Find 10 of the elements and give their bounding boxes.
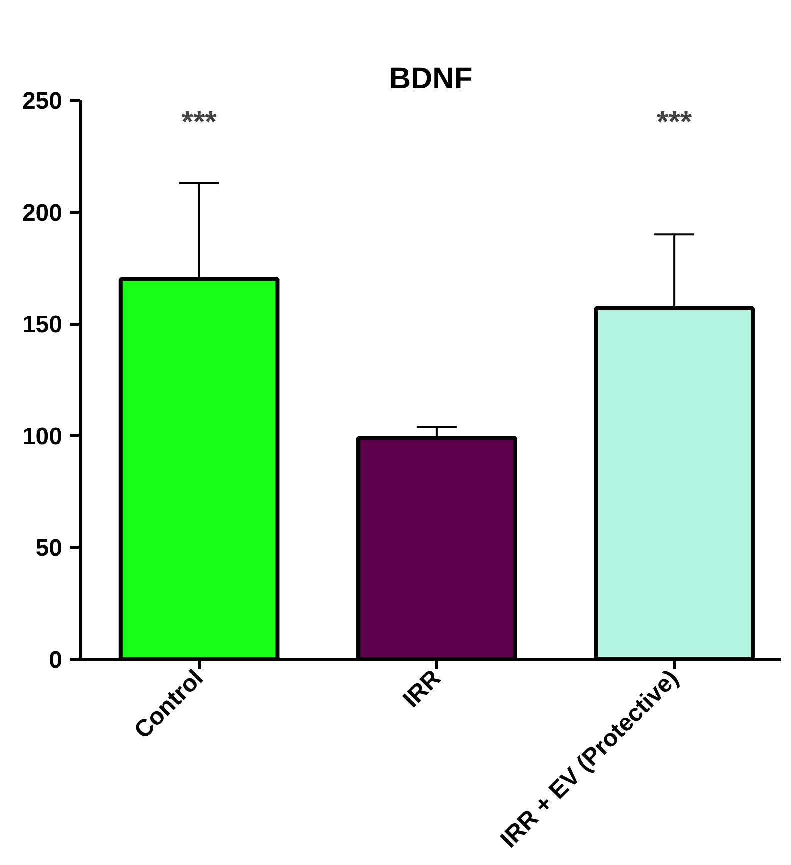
y-tick-label: 200 [22, 200, 63, 227]
annotation: *** [182, 106, 218, 139]
y-tick-label: 50 [36, 535, 63, 562]
annotation: *** [657, 106, 692, 139]
y-tick-label: 150 [22, 312, 63, 339]
y-tick-label: 0 [49, 647, 63, 674]
chart-title: BDNF [389, 62, 473, 96]
y-tick-label: 100 [22, 423, 63, 450]
y-tick-label: 250 [22, 88, 63, 115]
x-tick-label: IRR [398, 664, 446, 714]
